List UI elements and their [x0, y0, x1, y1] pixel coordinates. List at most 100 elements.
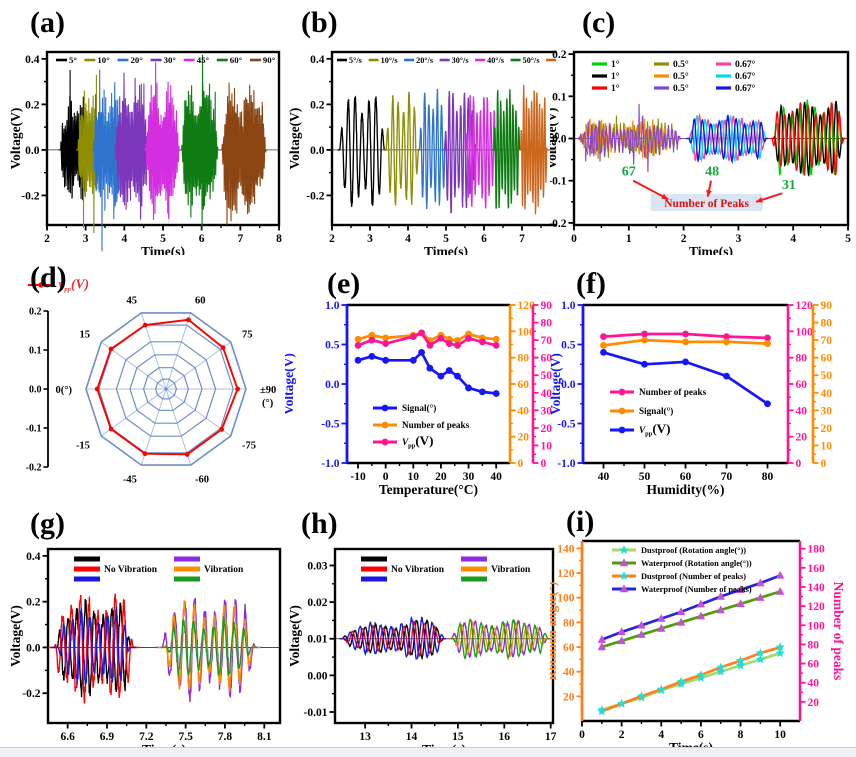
y-axis-label: Voltage(V) — [287, 605, 302, 667]
plot: -1.0-0.50.00.51.0Voltage(V)0204060801001… — [550, 300, 832, 497]
svg-text:30: 30 — [821, 405, 833, 417]
svg-text:2: 2 — [619, 729, 625, 741]
svg-text:13: 13 — [359, 731, 371, 743]
svg-text:7.5: 7.5 — [178, 731, 193, 743]
series — [354, 329, 500, 397]
svg-text:0: 0 — [518, 458, 524, 470]
y2-axis-label: Number of peaks — [831, 582, 846, 681]
legend: No Vibration Vibration — [361, 556, 531, 582]
svg-text:20°/s: 20°/s — [416, 56, 433, 65]
svg-text:Vpp(V): Vpp(V) — [639, 421, 670, 438]
svg-text:Number of peaks: Number of peaks — [639, 387, 707, 397]
svg-text:0.2: 0.2 — [29, 307, 42, 318]
waveform-5 — [492, 89, 522, 209]
svg-text:Vpp(V): Vpp(V) — [402, 433, 433, 450]
panel-d-chart: 0.2 0.1 0.0 -0.1 -0.2 0(°) 15 45 60 75 ±90 (°) -75 -6… — [26, 277, 277, 486]
svg-text:100: 100 — [518, 326, 536, 338]
svg-text:-0.2: -0.2 — [26, 463, 42, 474]
svg-text:60: 60 — [821, 353, 833, 365]
svg-text:80: 80 — [808, 639, 820, 651]
svg-text:20°: 20° — [131, 55, 144, 65]
svg-text:0.0: 0.0 — [25, 145, 40, 157]
y-axis-label: Voltage(V) — [8, 108, 23, 170]
svg-text:0.2: 0.2 — [310, 99, 325, 111]
plot: 0 1 2 3 4 5 Time(s) -0.2 -0.1 0.0 0.1 0.2 Voltage(V) — [550, 49, 851, 255]
panel-h-label: (h) — [301, 507, 338, 540]
svg-text:80: 80 — [518, 353, 530, 365]
series — [48, 593, 262, 704]
svg-text:180: 180 — [808, 544, 826, 556]
y-axis-label: Rotation angle(°) — [550, 582, 559, 681]
svg-text:-0.2: -0.2 — [550, 218, 567, 230]
svg-text:70: 70 — [541, 335, 553, 347]
svg-text:0.03: 0.03 — [307, 560, 327, 572]
svg-text:100: 100 — [796, 326, 814, 338]
svg-text:80: 80 — [796, 353, 808, 365]
svg-text:0.0: 0.0 — [26, 642, 41, 654]
svg-text:4: 4 — [658, 729, 664, 741]
waveform-5 — [179, 54, 220, 231]
svg-text:50: 50 — [639, 471, 651, 483]
x-axis-label: Time(s) — [689, 244, 733, 255]
svg-text:0.1: 0.1 — [29, 346, 42, 357]
svg-text:4: 4 — [405, 233, 411, 245]
svg-text:50: 50 — [541, 370, 553, 382]
svg-text:8: 8 — [738, 729, 744, 741]
svg-text:0.02: 0.02 — [307, 597, 327, 609]
series — [597, 570, 785, 716]
svg-text:7: 7 — [519, 233, 525, 245]
svg-text:0.4: 0.4 — [26, 551, 41, 563]
svg-text:0: 0 — [541, 458, 547, 470]
svg-text:15: 15 — [452, 731, 464, 743]
svg-text:40: 40 — [541, 388, 553, 400]
panel-f: (f) -1.0 -0.5 0.0 0.5 1.0 Voltage(V) 0 20 40 60 80… — [550, 255, 856, 505]
x-axis-label: Humidity(%) — [646, 482, 724, 497]
svg-text:0.01: 0.01 — [307, 634, 327, 646]
callout-label: Number of Peaks — [664, 198, 749, 210]
svg-text:17: 17 — [545, 731, 556, 743]
svg-text:30: 30 — [541, 405, 553, 417]
svg-text:0.2: 0.2 — [26, 597, 41, 609]
svg-text:Vibration: Vibration — [204, 565, 244, 575]
svg-text:-0.01: -0.01 — [304, 707, 328, 719]
svg-text:6: 6 — [481, 233, 487, 245]
svg-text:60: 60 — [796, 379, 808, 391]
svg-text:1°: 1° — [611, 59, 620, 70]
series-line-1 — [601, 590, 781, 649]
spoke-label: 75 — [242, 330, 253, 341]
svg-text:0.0: 0.0 — [561, 379, 576, 391]
svg-text:70: 70 — [821, 335, 833, 347]
svg-text:-0.5: -0.5 — [557, 419, 575, 431]
svg-text:Dustproof (Rotation angle(°)): Dustproof (Rotation angle(°)) — [641, 546, 746, 555]
svg-text:4: 4 — [121, 233, 127, 245]
waveform-5 — [686, 114, 769, 164]
spoke-label: -15 — [76, 440, 90, 451]
svg-text:Signal(°): Signal(°) — [639, 406, 673, 416]
svg-text:10°: 10° — [97, 55, 110, 65]
spoke-label: 0(°) — [56, 385, 73, 396]
svg-text:0.5: 0.5 — [561, 340, 576, 352]
svg-text:20: 20 — [808, 697, 820, 709]
svg-text:10: 10 — [541, 440, 553, 452]
legend: Number of peaks Signal(°) Vpp(V) — [610, 387, 707, 438]
svg-text:80: 80 — [563, 617, 575, 629]
svg-text:70: 70 — [721, 471, 733, 483]
svg-text:10: 10 — [408, 471, 420, 483]
panel-d: (d) 0.2 0.1 0.0 -0.1 -0.2 0(°) 15 45 60 75 ±90 (°) -… — [8, 255, 286, 505]
svg-text:30°: 30° — [164, 55, 177, 65]
svg-text:0.67°: 0.67° — [735, 59, 756, 70]
panel-f-chart: -1.0-0.50.00.51.0Voltage(V)0204060801001… — [550, 300, 832, 497]
svg-text:120: 120 — [557, 568, 575, 580]
svg-text:6.6: 6.6 — [60, 731, 75, 743]
svg-text:0.4: 0.4 — [310, 54, 325, 66]
svg-text:60: 60 — [563, 642, 575, 654]
svg-text:7.2: 7.2 — [139, 731, 154, 743]
svg-text:8.1: 8.1 — [257, 731, 272, 743]
svg-text:0.1: 0.1 — [552, 91, 567, 103]
svg-text:1.0: 1.0 — [325, 300, 340, 312]
svg-text:5°: 5° — [69, 55, 77, 65]
svg-text:80: 80 — [821, 318, 833, 330]
panel-e: (e) -1.0 -0.5 0.0 0.5 1.0 Voltage(V) 0 20 40 60 80… — [285, 255, 556, 505]
panel-f-label: (f) — [576, 267, 606, 300]
panel-h: (h) 1314151617Time(s)-0.010.000.010.020.… — [285, 505, 556, 757]
